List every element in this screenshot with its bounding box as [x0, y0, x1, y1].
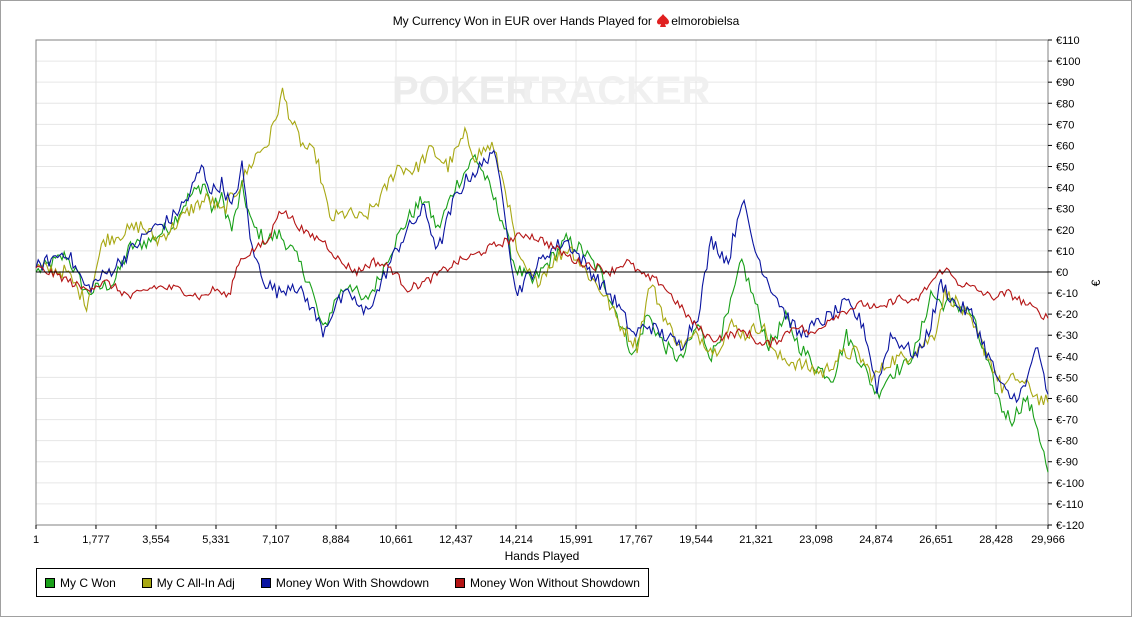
legend-swatch [45, 577, 55, 588]
y-tick-label: €-60 [1056, 393, 1078, 405]
x-tick-label: 19,544 [679, 534, 713, 546]
y-tick-label: €80 [1056, 98, 1074, 110]
series-line-1 [35, 87, 1049, 406]
y-tick-label: €-30 [1056, 330, 1078, 342]
y-tick-label: €50 [1056, 162, 1074, 174]
chart-legend: My C Won My C All-In Adj Money Won With … [36, 568, 649, 597]
y-tick-label: €-90 [1056, 457, 1078, 469]
series-line-2 [35, 149, 1049, 404]
x-tick-label: 10,661 [379, 534, 413, 546]
y-tick-label: €100 [1056, 56, 1080, 68]
watermark-poker-text: POKER [392, 69, 534, 113]
series-line-0 [35, 153, 1049, 473]
y-tick-label: €-10 [1056, 288, 1078, 300]
y-tick-label: €70 [1056, 119, 1074, 131]
legend-item-won-without-showdown: Money Won Without Showdown [455, 576, 640, 590]
x-tick-label: 7,107 [262, 534, 290, 546]
y-tick-label: €-120 [1056, 520, 1084, 532]
y-tick-label: €90 [1056, 77, 1074, 89]
legend-item-won-with-showdown: Money Won With Showdown [260, 575, 430, 590]
y-axis-label: € [1089, 279, 1103, 286]
x-tick-label: 3,554 [142, 534, 170, 546]
x-tick-label: 21,321 [739, 534, 773, 546]
y-tick-label: €-70 [1056, 415, 1078, 427]
legend-item-my-c-all-in-adj: My C All-In Adj [141, 575, 235, 590]
legend-label: My C All-In Adj [156, 575, 235, 590]
series-line-3 [35, 209, 1049, 349]
watermark-tracker-text: TRACKER [515, 69, 711, 113]
x-axis-ticks: 1 1,777 3,554 5,331 7,107 8,884 10,661 12,437 14… [33, 525, 1065, 546]
x-tick-label: 15,991 [559, 534, 593, 546]
chart-title-prefix: My Currency Won in EUR over Hands Played… [392, 14, 652, 28]
legend-label: My C Won [60, 575, 116, 590]
y-tick-label: €-50 [1056, 372, 1078, 384]
legend-label: Money Won With Showdown [275, 575, 430, 590]
y-tick-label: €30 [1056, 204, 1074, 216]
x-tick-label: 17,767 [619, 534, 653, 546]
x-tick-label: 23,098 [799, 534, 833, 546]
y-tick-label: €-20 [1056, 309, 1078, 321]
legend-swatch [260, 577, 271, 588]
chart-player-name: elmorobielsa [671, 14, 740, 28]
y-axis-ticks: €110 €100 €90 €80 €70 €60 €50 €40 €30 €20 €10 €0 €-1… [1048, 35, 1084, 532]
x-tick-label: 28,428 [979, 534, 1013, 546]
pokertracker-spade-icon [657, 14, 670, 30]
x-tick-label: 1 [33, 534, 39, 546]
x-axis-label: Hands Played [505, 549, 580, 563]
y-tick-label: €110 [1056, 35, 1080, 47]
chart-grid [35, 39, 1049, 526]
x-tick-label: 26,651 [919, 534, 953, 546]
y-tick-label: €60 [1056, 140, 1074, 152]
legend-swatch [455, 577, 466, 588]
x-tick-label: 8,884 [322, 534, 350, 546]
y-tick-label: €-40 [1056, 351, 1078, 363]
x-tick-label: 5,331 [202, 534, 230, 546]
y-tick-label: €10 [1056, 246, 1074, 258]
x-tick-label: 1,777 [82, 534, 110, 546]
y-tick-label: €0 [1056, 267, 1068, 279]
y-tick-label: €20 [1056, 225, 1074, 237]
chart-title: My Currency Won in EUR over Hands Played… [0, 14, 1132, 30]
x-tick-label: 14,214 [499, 534, 533, 546]
legend-swatch [141, 577, 152, 588]
x-tick-label: 29,966 [1031, 534, 1065, 546]
y-tick-label: €-110 [1056, 499, 1083, 511]
y-tick-label: €-100 [1056, 478, 1084, 490]
plot-area-border [35, 39, 1049, 526]
legend-item-my-c-won: My C Won [45, 576, 116, 590]
pokertracker-watermark: POKER TRACKER [392, 69, 711, 113]
legend-label: Money Won Without Showdown [470, 575, 640, 590]
y-tick-label: €40 [1056, 183, 1074, 195]
y-tick-label: €-80 [1056, 436, 1078, 448]
chart-series-group [35, 87, 1049, 473]
x-tick-label: 12,437 [439, 534, 473, 546]
x-tick-label: 24,874 [859, 534, 893, 546]
